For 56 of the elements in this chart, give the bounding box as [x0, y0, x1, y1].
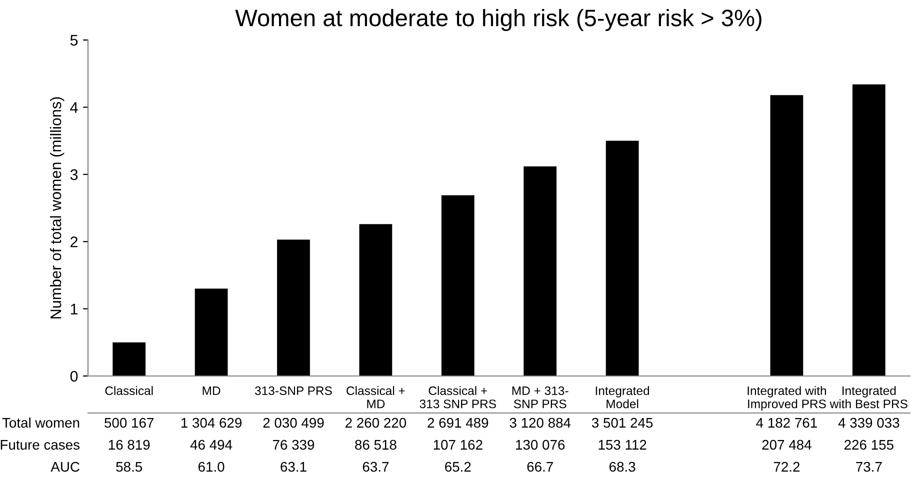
- text: 46 494: [190, 440, 232, 450]
- text: 1 304 629: [181, 418, 242, 428]
- bar: [606, 140, 639, 376]
- x-tick-label: Integrated Model: [596, 386, 650, 408]
- text: 16 819: [108, 440, 150, 450]
- y-tick-label: 5: [70, 35, 78, 46]
- x-tick-label: Classical: [105, 386, 153, 396]
- y-tick-label: 1: [70, 304, 78, 314]
- x-tick-label: Classical + MD: [346, 386, 405, 408]
- text: 153 112: [598, 440, 646, 450]
- text: 86 518: [355, 440, 396, 450]
- text: Future cases: [0, 440, 80, 450]
- y-tick-label: 3: [70, 169, 78, 180]
- x-tick-label: MD: [202, 386, 220, 395]
- bar: [359, 224, 392, 376]
- text: 207 484: [762, 440, 812, 450]
- text: 66.7: [527, 462, 553, 472]
- text: 63.1: [280, 462, 306, 472]
- text: 58.5: [116, 462, 142, 472]
- bar: [524, 166, 557, 376]
- text: 76 339: [272, 440, 314, 450]
- text: 4 339 033: [838, 418, 900, 428]
- x-tick-label: Classical + 313 SNP PRS: [420, 386, 496, 408]
- y-tick-label: 4: [70, 102, 78, 113]
- text: 2 260 220: [346, 418, 406, 428]
- x-tick-label: Integrated with Improved PRS: [748, 386, 826, 411]
- text: 73.7: [856, 462, 882, 472]
- text: 3 501 245: [592, 418, 653, 428]
- bar: [112, 342, 146, 376]
- text: 72.2: [774, 462, 800, 472]
- text: 65.2: [445, 462, 471, 472]
- x-tick-label: Integrated with Best PRS: [830, 386, 908, 408]
- text: 107 162: [434, 440, 482, 450]
- text: 4 182 761: [756, 418, 817, 428]
- text: 2 691 489: [428, 418, 488, 428]
- x-tick-label: MD + 313- SNP PRS: [512, 386, 568, 408]
- text: Total women: [2, 418, 80, 428]
- text: 500 167: [104, 418, 154, 428]
- bar: [852, 84, 886, 376]
- y-tick-label: 2: [70, 236, 78, 248]
- text: 68.3: [609, 462, 636, 472]
- text: AUC: [50, 462, 80, 472]
- bar: [194, 288, 228, 376]
- text: 2 030 499: [263, 418, 324, 428]
- y-axis-title: Number of total women (millions): [50, 97, 64, 318]
- bar: [441, 195, 474, 376]
- chart-title: Women at moderate to high risk (5-year risk > 3%): [235, 9, 762, 32]
- text: 63.7: [362, 462, 389, 472]
- x-tick-label: 313-SNP PRS: [255, 386, 332, 396]
- text: 130 076: [516, 440, 565, 450]
- y-tick-label: 0: [70, 370, 78, 382]
- text: 61.0: [198, 462, 224, 472]
- text: 226 155: [844, 440, 894, 450]
- bar: [770, 95, 804, 376]
- text: 3 120 884: [510, 418, 571, 428]
- bar: [277, 240, 310, 376]
